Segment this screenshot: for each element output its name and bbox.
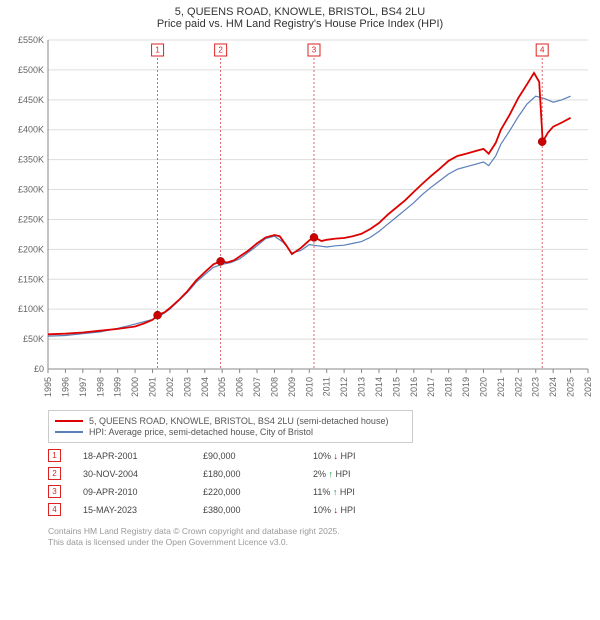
svg-text:2015: 2015 xyxy=(391,377,401,397)
svg-text:1: 1 xyxy=(155,46,160,55)
svg-text:1995: 1995 xyxy=(43,377,53,397)
attribution: Contains HM Land Registry data © Crown c… xyxy=(48,526,594,548)
legend-swatch-hpi xyxy=(55,431,83,433)
svg-text:£200K: £200K xyxy=(18,244,44,254)
svg-text:2023: 2023 xyxy=(531,377,541,397)
sale-index-box: 3 xyxy=(48,485,61,498)
svg-text:£550K: £550K xyxy=(18,35,44,45)
sale-date: 18-APR-2001 xyxy=(83,451,203,461)
sale-date: 09-APR-2010 xyxy=(83,487,203,497)
svg-text:2013: 2013 xyxy=(357,377,367,397)
svg-text:2026: 2026 xyxy=(583,377,593,397)
svg-text:1998: 1998 xyxy=(95,377,105,397)
svg-text:£350K: £350K xyxy=(18,155,44,165)
svg-text:1996: 1996 xyxy=(60,377,70,397)
sale-price: £220,000 xyxy=(203,487,313,497)
sale-price: £90,000 xyxy=(203,451,313,461)
sale-row: 1 18-APR-2001£90,00010% ↓ HPI xyxy=(48,449,594,462)
svg-text:2008: 2008 xyxy=(269,377,279,397)
sale-row: 4 15-MAY-2023£380,00010% ↓ HPI xyxy=(48,503,594,516)
svg-text:2001: 2001 xyxy=(148,377,158,397)
sale-price: £380,000 xyxy=(203,505,313,515)
sale-pct: 10% ↓ HPI xyxy=(313,505,433,515)
sale-date: 30-NOV-2004 xyxy=(83,469,203,479)
svg-text:2003: 2003 xyxy=(182,377,192,397)
sale-price: £180,000 xyxy=(203,469,313,479)
svg-text:2: 2 xyxy=(218,46,223,55)
svg-text:2000: 2000 xyxy=(130,377,140,397)
attribution-line-2: This data is licensed under the Open Gov… xyxy=(48,537,594,548)
sale-pct: 10% ↓ HPI xyxy=(313,451,433,461)
svg-text:1999: 1999 xyxy=(113,377,123,397)
svg-text:£300K: £300K xyxy=(18,185,44,195)
legend-row-hpi: HPI: Average price, semi-detached house,… xyxy=(55,427,406,437)
svg-text:2002: 2002 xyxy=(165,377,175,397)
svg-text:£0: £0 xyxy=(34,364,44,374)
sale-pct: 2% ↑ HPI xyxy=(313,469,433,479)
svg-text:£450K: £450K xyxy=(18,95,44,105)
chart-legend: 5, QUEENS ROAD, KNOWLE, BRISTOL, BS4 2LU… xyxy=(48,410,413,443)
title-line-1: 5, QUEENS ROAD, KNOWLE, BRISTOL, BS4 2LU xyxy=(6,6,594,18)
sale-point xyxy=(310,233,318,241)
svg-text:2009: 2009 xyxy=(287,377,297,397)
svg-text:2019: 2019 xyxy=(461,377,471,397)
legend-row-property: 5, QUEENS ROAD, KNOWLE, BRISTOL, BS4 2LU… xyxy=(55,416,406,426)
svg-text:£400K: £400K xyxy=(18,125,44,135)
sale-index-box: 1 xyxy=(48,449,61,462)
svg-text:2007: 2007 xyxy=(252,377,262,397)
svg-text:2018: 2018 xyxy=(444,377,454,397)
svg-text:2010: 2010 xyxy=(304,377,314,397)
svg-text:2021: 2021 xyxy=(496,377,506,397)
sales-table: 118-APR-2001£90,00010% ↓ HPI230-NOV-2004… xyxy=(48,449,594,516)
svg-text:1997: 1997 xyxy=(78,377,88,397)
sale-row: 2 30-NOV-2004£180,0002% ↑ HPI xyxy=(48,467,594,480)
svg-text:2014: 2014 xyxy=(374,377,384,397)
svg-text:2011: 2011 xyxy=(322,377,332,396)
sale-pct: 11% ↑ HPI xyxy=(313,487,433,497)
svg-text:2016: 2016 xyxy=(409,377,419,397)
svg-text:2024: 2024 xyxy=(548,377,558,397)
price-chart: £0 £50K £100K £150K £200K £250K £300K £350K £400… xyxy=(6,34,594,404)
legend-swatch-property xyxy=(55,420,83,422)
sale-point xyxy=(217,257,225,265)
legend-label-hpi: HPI: Average price, semi-detached house,… xyxy=(89,427,313,437)
svg-text:£150K: £150K xyxy=(18,274,44,284)
svg-text:£100K: £100K xyxy=(18,304,44,314)
legend-label-property: 5, QUEENS ROAD, KNOWLE, BRISTOL, BS4 2LU… xyxy=(89,416,388,426)
svg-text:2012: 2012 xyxy=(339,377,349,397)
sale-index-box: 4 xyxy=(48,503,61,516)
svg-text:3: 3 xyxy=(312,46,317,55)
sale-point xyxy=(538,138,546,146)
svg-text:2020: 2020 xyxy=(478,377,488,397)
sale-point xyxy=(154,311,162,319)
sale-date: 15-MAY-2023 xyxy=(83,505,203,515)
svg-text:2004: 2004 xyxy=(200,377,210,397)
svg-text:£250K: £250K xyxy=(18,214,44,224)
svg-text:2025: 2025 xyxy=(566,377,576,397)
svg-text:2017: 2017 xyxy=(426,377,436,397)
sale-index-box: 2 xyxy=(48,467,61,480)
svg-text:£50K: £50K xyxy=(23,334,44,344)
title-line-2: Price paid vs. HM Land Registry's House … xyxy=(6,18,594,30)
svg-text:2005: 2005 xyxy=(217,377,227,397)
chart-svg: £0 £50K £100K £150K £200K £250K £300K £350K £400… xyxy=(6,34,594,404)
svg-text:4: 4 xyxy=(540,46,545,55)
svg-text:2006: 2006 xyxy=(235,377,245,397)
sale-row: 3 09-APR-2010£220,00011% ↑ HPI xyxy=(48,485,594,498)
attribution-line-1: Contains HM Land Registry data © Crown c… xyxy=(48,526,594,537)
svg-text:2022: 2022 xyxy=(513,377,523,397)
svg-text:£500K: £500K xyxy=(18,65,44,75)
